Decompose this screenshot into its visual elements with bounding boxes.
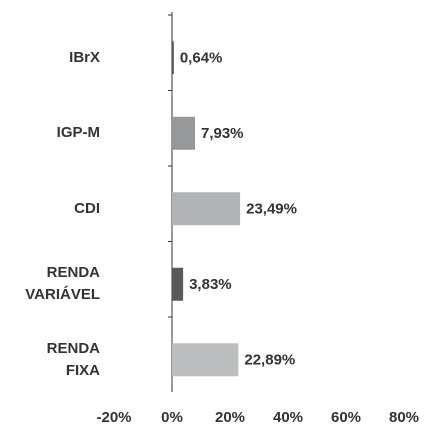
category-label: IGP-M <box>56 124 100 142</box>
value-label: 23,49% <box>246 201 297 218</box>
x-tick-label: -20% <box>96 409 131 426</box>
x-tick-label: 0% <box>161 409 183 426</box>
category-label: RENDA VARIÁVEL <box>25 264 100 304</box>
bar <box>172 116 195 150</box>
x-tick-label: 60% <box>331 409 361 426</box>
value-label: 3,83% <box>189 276 232 293</box>
value-label: 22,89% <box>244 352 295 369</box>
category-label: IBrX <box>69 48 100 66</box>
bar <box>172 192 241 226</box>
x-tick-label: 40% <box>273 409 303 426</box>
x-tick-label: 20% <box>215 409 245 426</box>
category-label: RENDA FIXA <box>46 339 100 379</box>
bar <box>172 267 184 301</box>
value-label: 7,93% <box>201 125 244 142</box>
x-tick-label: 80% <box>389 409 419 426</box>
category-label: CDI <box>74 199 100 217</box>
bar <box>172 41 174 75</box>
value-label: 0,64% <box>180 50 223 67</box>
bar <box>172 343 239 377</box>
